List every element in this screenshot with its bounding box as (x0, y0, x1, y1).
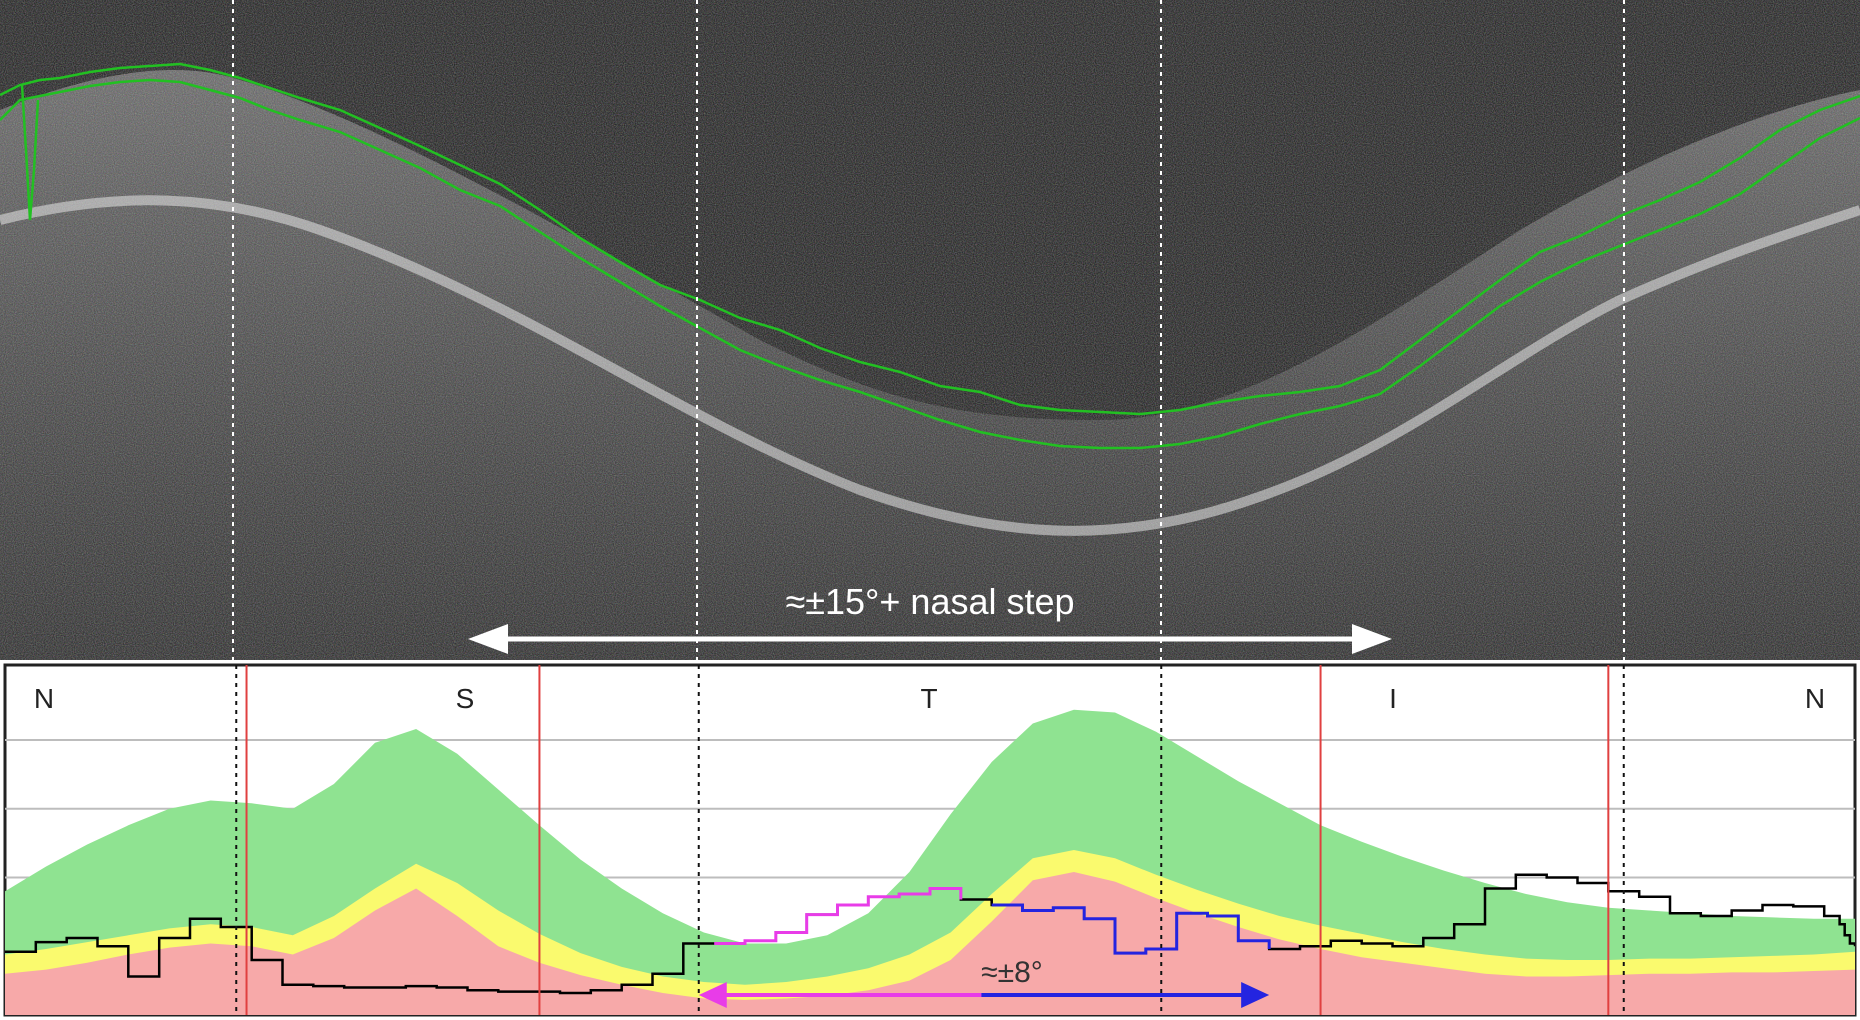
sector-dividers (235, 665, 1625, 1015)
profile-range-annotation: ≈±8° (981, 956, 1043, 989)
segmentation-artifact-spike (20, 84, 40, 221)
sector-label-temporal: T (920, 683, 937, 714)
bscan-sector-dividers (232, 0, 1625, 660)
highlighted-segment-1 (714, 887, 963, 945)
profile-arrow-left-head (698, 982, 727, 1008)
profile-arrow-right-head (1241, 982, 1270, 1008)
highlighted-segment-2 (991, 903, 1271, 955)
rnfl-boundary-line (0, 78, 1860, 450)
sector-labels: N S T I N (34, 683, 1825, 714)
sector-label-nasal-right: N (1805, 683, 1825, 714)
normative-bands (5, 709, 1855, 1015)
red-markers (245, 665, 1610, 1015)
measured-thickness (5, 873, 1855, 995)
band-below-normal (5, 872, 1855, 1015)
bscan-range-arrow (468, 624, 1392, 654)
bscan-range-arrow-right-head (1352, 624, 1392, 654)
profile-plot (5, 665, 1855, 1015)
profile-range-arrow (698, 982, 1270, 1008)
sector-label-superior: S (456, 683, 475, 714)
bscan-range-arrow-left-head (468, 624, 508, 654)
rpe-band (0, 195, 1860, 536)
bscan-speckle (0, 0, 1860, 660)
sector-label-inferior: I (1389, 683, 1397, 714)
ilm-boundary-line (0, 62, 1860, 416)
bscan-panel: ≈±15°+ nasal step (0, 0, 1860, 660)
sector-label-nasal-left: N (34, 683, 54, 714)
bscan-range-annotation: ≈±15°+ nasal step (785, 581, 1074, 622)
